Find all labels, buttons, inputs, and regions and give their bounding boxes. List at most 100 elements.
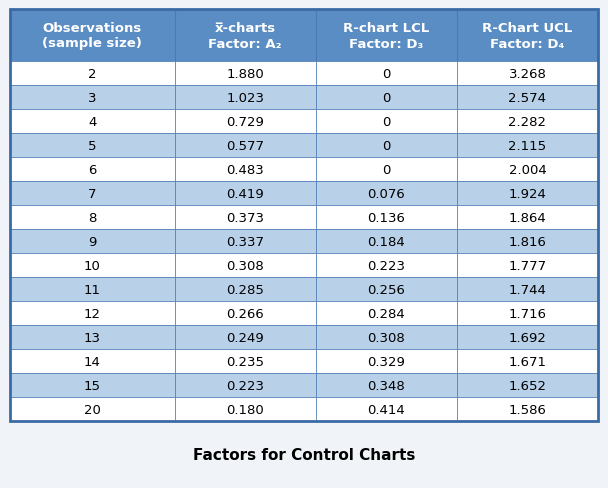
- Text: 2.282: 2.282: [508, 115, 547, 128]
- Text: 0.184: 0.184: [367, 235, 405, 248]
- Bar: [174, 349, 316, 373]
- Text: 0.180: 0.180: [226, 403, 264, 416]
- Text: 0.337: 0.337: [226, 235, 264, 248]
- Text: 4: 4: [88, 115, 97, 128]
- Bar: [174, 373, 316, 397]
- Text: 0.483: 0.483: [226, 163, 264, 176]
- Bar: [174, 182, 316, 205]
- Text: R-chart LCL
Factor: D₃: R-chart LCL Factor: D₃: [343, 21, 429, 50]
- Bar: [316, 302, 457, 325]
- Bar: [316, 134, 457, 158]
- Bar: [316, 10, 457, 62]
- Bar: [174, 253, 316, 278]
- Text: 0.729: 0.729: [226, 115, 264, 128]
- Bar: [10, 278, 174, 302]
- Bar: [10, 349, 174, 373]
- Text: 1.692: 1.692: [508, 331, 547, 344]
- Text: 1.777: 1.777: [508, 259, 547, 272]
- Text: 1.671: 1.671: [508, 355, 547, 368]
- Text: 2.004: 2.004: [508, 163, 547, 176]
- Bar: [316, 182, 457, 205]
- Bar: [457, 158, 598, 182]
- Text: 2: 2: [88, 67, 97, 81]
- Text: 0.266: 0.266: [226, 307, 264, 320]
- Bar: [316, 349, 457, 373]
- Bar: [174, 325, 316, 349]
- Text: 15: 15: [84, 379, 101, 392]
- Bar: [10, 253, 174, 278]
- Text: 0: 0: [382, 91, 390, 104]
- Bar: [174, 397, 316, 421]
- Bar: [10, 158, 174, 182]
- Text: 3.268: 3.268: [508, 67, 547, 81]
- Text: x̅-charts
Factor: A₂: x̅-charts Factor: A₂: [209, 21, 282, 50]
- Bar: [457, 229, 598, 253]
- Bar: [174, 62, 316, 86]
- Bar: [457, 325, 598, 349]
- Bar: [10, 86, 174, 110]
- Text: 6: 6: [88, 163, 97, 176]
- Text: 0.308: 0.308: [226, 259, 264, 272]
- Text: 1.880: 1.880: [226, 67, 264, 81]
- Text: 1.652: 1.652: [508, 379, 547, 392]
- Bar: [316, 397, 457, 421]
- Bar: [10, 110, 174, 134]
- Text: 3: 3: [88, 91, 97, 104]
- Bar: [10, 205, 174, 229]
- Text: 1.586: 1.586: [508, 403, 547, 416]
- Bar: [316, 325, 457, 349]
- Bar: [10, 182, 174, 205]
- Text: 9: 9: [88, 235, 97, 248]
- Text: 1.716: 1.716: [508, 307, 547, 320]
- Text: 11: 11: [84, 283, 101, 296]
- Bar: [174, 205, 316, 229]
- Text: 2.574: 2.574: [508, 91, 547, 104]
- Bar: [457, 110, 598, 134]
- Text: 0: 0: [382, 163, 390, 176]
- Text: R-Chart UCL
Factor: D₄: R-Chart UCL Factor: D₄: [482, 21, 573, 50]
- Text: 0.348: 0.348: [367, 379, 405, 392]
- Text: 0.308: 0.308: [367, 331, 405, 344]
- Text: 0.577: 0.577: [226, 139, 264, 152]
- Bar: [316, 205, 457, 229]
- Text: Observations
(sample size): Observations (sample size): [43, 21, 142, 50]
- Text: 12: 12: [84, 307, 101, 320]
- Text: 2.115: 2.115: [508, 139, 547, 152]
- Bar: [174, 229, 316, 253]
- Text: 0.136: 0.136: [367, 211, 406, 224]
- Bar: [10, 302, 174, 325]
- Bar: [457, 253, 598, 278]
- Bar: [10, 134, 174, 158]
- Text: 14: 14: [84, 355, 101, 368]
- Text: 0.285: 0.285: [226, 283, 264, 296]
- Text: 0.256: 0.256: [367, 283, 406, 296]
- Text: 0.076: 0.076: [367, 187, 405, 200]
- Bar: [316, 86, 457, 110]
- Text: Factors for Control Charts: Factors for Control Charts: [193, 447, 415, 462]
- Text: 1.816: 1.816: [508, 235, 547, 248]
- Text: 7: 7: [88, 187, 97, 200]
- Bar: [457, 278, 598, 302]
- Bar: [174, 110, 316, 134]
- Bar: [457, 205, 598, 229]
- Bar: [316, 253, 457, 278]
- Bar: [10, 325, 174, 349]
- Bar: [10, 10, 598, 421]
- Text: 0.284: 0.284: [367, 307, 405, 320]
- Text: 1.744: 1.744: [508, 283, 547, 296]
- Bar: [457, 62, 598, 86]
- Text: 8: 8: [88, 211, 97, 224]
- Bar: [316, 158, 457, 182]
- Bar: [10, 373, 174, 397]
- Bar: [457, 10, 598, 62]
- Bar: [10, 10, 174, 62]
- Bar: [457, 373, 598, 397]
- Text: 0.235: 0.235: [226, 355, 264, 368]
- Bar: [174, 158, 316, 182]
- Bar: [174, 278, 316, 302]
- Bar: [316, 373, 457, 397]
- Bar: [10, 62, 174, 86]
- Bar: [10, 229, 174, 253]
- Text: 0.414: 0.414: [367, 403, 405, 416]
- Bar: [316, 110, 457, 134]
